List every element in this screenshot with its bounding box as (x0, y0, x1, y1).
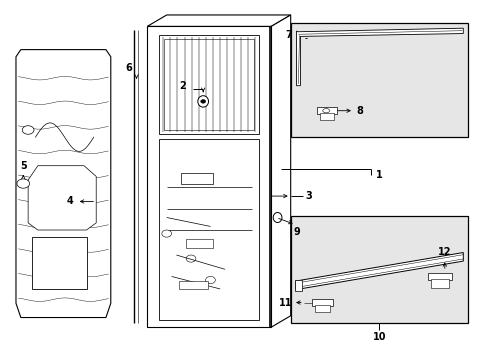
Bar (290, 216, 467, 323)
Text: 8: 8 (356, 106, 363, 116)
Circle shape (22, 126, 34, 134)
Bar (290, 23, 467, 137)
Bar (294, 280, 301, 291)
Polygon shape (296, 28, 462, 86)
Bar (159, 139, 259, 320)
Polygon shape (271, 15, 290, 327)
Circle shape (17, 179, 30, 188)
Text: 10: 10 (372, 332, 386, 342)
Text: 7: 7 (285, 30, 291, 40)
Text: 11: 11 (278, 297, 291, 307)
Circle shape (162, 230, 171, 237)
Ellipse shape (198, 96, 208, 107)
Text: 1: 1 (375, 170, 382, 180)
Text: 2: 2 (179, 81, 186, 91)
Polygon shape (147, 15, 290, 26)
Circle shape (205, 276, 215, 284)
Polygon shape (16, 50, 111, 318)
Text: 6: 6 (125, 63, 132, 73)
Bar (164, 39, 254, 130)
Text: 12: 12 (437, 247, 450, 257)
Bar (181, 173, 212, 184)
Text: 3: 3 (305, 191, 311, 201)
Polygon shape (295, 252, 462, 290)
Bar (159, 35, 259, 134)
Bar (311, 299, 333, 306)
Bar (430, 279, 448, 288)
Circle shape (186, 255, 196, 262)
Bar (186, 239, 212, 248)
Bar (314, 305, 329, 312)
Bar (427, 273, 451, 280)
Text: 5: 5 (20, 161, 26, 171)
Polygon shape (28, 166, 96, 230)
Text: 4: 4 (66, 197, 73, 206)
Bar (320, 113, 333, 120)
Bar (147, 26, 271, 327)
Bar (179, 281, 207, 289)
Bar (31, 237, 87, 289)
Circle shape (201, 100, 205, 103)
Bar (317, 108, 336, 114)
Ellipse shape (273, 212, 282, 222)
Text: 9: 9 (293, 227, 300, 237)
Ellipse shape (322, 109, 329, 113)
